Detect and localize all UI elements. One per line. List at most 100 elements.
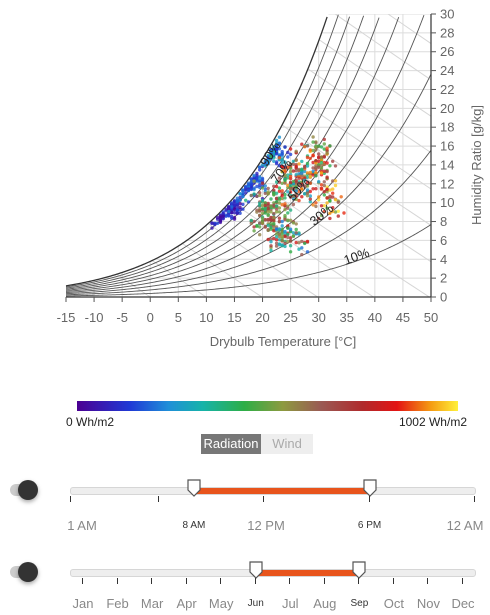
data-point xyxy=(317,195,320,198)
data-point xyxy=(334,198,337,201)
hour-start-handle[interactable] xyxy=(187,479,201,497)
x-tick-label: -5 xyxy=(116,310,128,325)
data-point xyxy=(281,235,284,238)
data-point xyxy=(269,197,272,200)
data-point xyxy=(222,212,225,215)
data-point xyxy=(267,207,270,210)
y-tick-label: 0 xyxy=(440,290,447,305)
wind-button[interactable]: Wind xyxy=(261,434,313,454)
y-tick-label: 22 xyxy=(440,82,454,97)
data-point xyxy=(317,180,320,183)
data-point xyxy=(325,151,328,154)
data-point xyxy=(289,153,292,156)
data-point xyxy=(236,199,239,202)
data-point xyxy=(267,210,270,213)
data-point xyxy=(337,214,340,217)
month-label-sep: Sep xyxy=(350,598,368,609)
x-tick-label: -15 xyxy=(57,310,76,325)
month-label-apr: Apr xyxy=(177,596,197,611)
hour-label-12am: 12 AM xyxy=(447,518,484,533)
data-point xyxy=(306,192,309,195)
data-point xyxy=(323,184,326,187)
data-point xyxy=(278,206,281,209)
x-tick-label: 0 xyxy=(147,310,154,325)
data-point xyxy=(283,242,286,245)
data-point xyxy=(323,190,326,193)
month-tick xyxy=(220,578,221,584)
variable-toggle: Radiation Wind xyxy=(201,434,313,454)
month-slider-track[interactable] xyxy=(70,569,476,577)
data-point xyxy=(261,186,264,189)
hour-slider-track[interactable] xyxy=(70,487,476,495)
data-point xyxy=(314,201,317,204)
hour-end-handle[interactable] xyxy=(363,479,377,497)
data-point xyxy=(342,211,345,214)
data-point xyxy=(309,171,312,174)
month-tick xyxy=(393,578,394,584)
x-tick-label: 10 xyxy=(199,310,213,325)
data-point xyxy=(275,210,278,213)
data-point xyxy=(269,204,272,207)
data-point xyxy=(317,152,320,155)
data-point xyxy=(286,155,289,158)
data-point xyxy=(311,154,314,157)
data-point xyxy=(297,162,300,165)
data-point xyxy=(306,156,309,159)
hour-tick xyxy=(263,496,264,502)
month-tick xyxy=(151,578,152,584)
month-tick xyxy=(186,578,187,584)
data-point xyxy=(281,194,284,197)
toggle-switch-icon xyxy=(18,480,38,500)
month-filter: Jan Feb Mar Apr May Jun Jul Aug Sep Oct Nov Dec xyxy=(0,560,490,610)
month-label-jan: Jan xyxy=(73,596,94,611)
colorbar xyxy=(77,401,458,411)
month-tick xyxy=(255,578,256,584)
data-point xyxy=(323,138,326,141)
data-point xyxy=(325,147,328,150)
month-tick xyxy=(324,578,325,584)
data-point xyxy=(331,192,334,195)
data-point xyxy=(238,192,241,195)
data-point xyxy=(309,175,312,178)
data-point xyxy=(295,159,298,162)
hour-label-1am: 1 AM xyxy=(67,518,97,533)
data-point xyxy=(306,162,309,165)
data-point xyxy=(261,182,264,185)
x-tick-label: 45 xyxy=(396,310,410,325)
data-point xyxy=(264,225,267,228)
radiation-button[interactable]: Radiation xyxy=(201,434,261,454)
data-point xyxy=(275,244,278,247)
data-point xyxy=(210,226,213,229)
data-point xyxy=(289,208,292,211)
data-point xyxy=(292,169,295,172)
month-start-handle[interactable] xyxy=(249,561,263,579)
data-point xyxy=(306,144,309,147)
x-tick-label: 20 xyxy=(255,310,269,325)
hour-filter-switch[interactable] xyxy=(10,484,36,496)
data-point xyxy=(289,244,292,247)
data-point xyxy=(286,211,289,214)
data-point xyxy=(328,144,331,147)
x-tick-label: 30 xyxy=(311,310,325,325)
data-point xyxy=(252,174,255,177)
data-point xyxy=(306,250,309,253)
data-point xyxy=(286,151,289,154)
data-point xyxy=(267,202,270,205)
data-point xyxy=(264,192,267,195)
data-point xyxy=(303,242,306,245)
month-tick xyxy=(82,578,83,584)
month-label-dec: Dec xyxy=(451,596,474,611)
hour-label-end: 6 PM xyxy=(358,520,381,531)
month-filter-switch[interactable] xyxy=(10,566,36,578)
month-label-mar: Mar xyxy=(141,596,163,611)
data-point xyxy=(300,143,303,146)
data-point xyxy=(278,190,281,193)
data-point xyxy=(272,237,275,240)
month-end-handle[interactable] xyxy=(352,561,366,579)
y-tick-label: 8 xyxy=(440,214,447,229)
y-tick-label: 12 xyxy=(440,176,454,191)
data-point xyxy=(337,201,340,204)
month-label-oct: Oct xyxy=(384,596,404,611)
data-point xyxy=(281,152,284,155)
y-tick-label: 6 xyxy=(440,233,447,248)
